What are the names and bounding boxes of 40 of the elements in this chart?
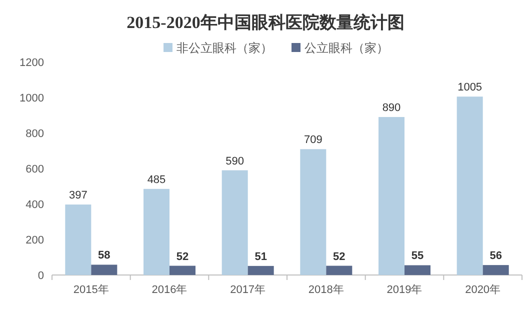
- chart-title: 2015-2020年中国眼科医院数量统计图: [126, 13, 404, 32]
- y-tick-label: 0: [38, 270, 44, 282]
- x-tick-label: 2015年: [73, 284, 109, 296]
- y-tick-label: 800: [26, 128, 44, 140]
- bar: [326, 266, 352, 275]
- x-tick-label: 2018年: [308, 284, 344, 296]
- x-tick-label: 2016年: [152, 284, 188, 296]
- bar: [248, 266, 274, 275]
- y-tick-label: 1000: [20, 92, 44, 104]
- bar: [300, 149, 326, 275]
- data-label: 58: [98, 250, 110, 262]
- y-tick-label: 600: [26, 164, 44, 176]
- y-tick-label: 200: [26, 234, 44, 246]
- bar: [222, 170, 248, 275]
- bar: [482, 265, 509, 275]
- bar: [456, 96, 483, 275]
- bar: [65, 204, 92, 275]
- data-label: 590: [226, 155, 244, 168]
- data-label: 52: [333, 250, 346, 263]
- data-label: 56: [490, 250, 502, 262]
- data-label: 51: [254, 250, 267, 263]
- data-label: 709: [304, 134, 322, 146]
- legend-label: 公立眼科（家）: [304, 41, 388, 55]
- x-tick-label: 2017年: [230, 284, 266, 296]
- bar: [144, 188, 170, 275]
- data-label: 397: [68, 190, 88, 202]
- bar: [378, 117, 404, 275]
- y-tick-label: 400: [26, 199, 44, 211]
- data-label: 485: [147, 174, 166, 186]
- bar: [404, 265, 430, 275]
- data-label: 52: [176, 250, 189, 263]
- bar: [91, 264, 118, 275]
- data-label: 1005: [458, 82, 482, 94]
- bar: [170, 266, 196, 275]
- data-label: 55: [411, 250, 424, 262]
- x-tick-label: 2019年: [386, 284, 422, 296]
- y-tick-label: 1200: [20, 57, 44, 69]
- x-tick-label: 2020年: [465, 284, 501, 296]
- data-label: 890: [382, 102, 401, 114]
- legend-label: 非公立眼科（家）: [176, 41, 272, 55]
